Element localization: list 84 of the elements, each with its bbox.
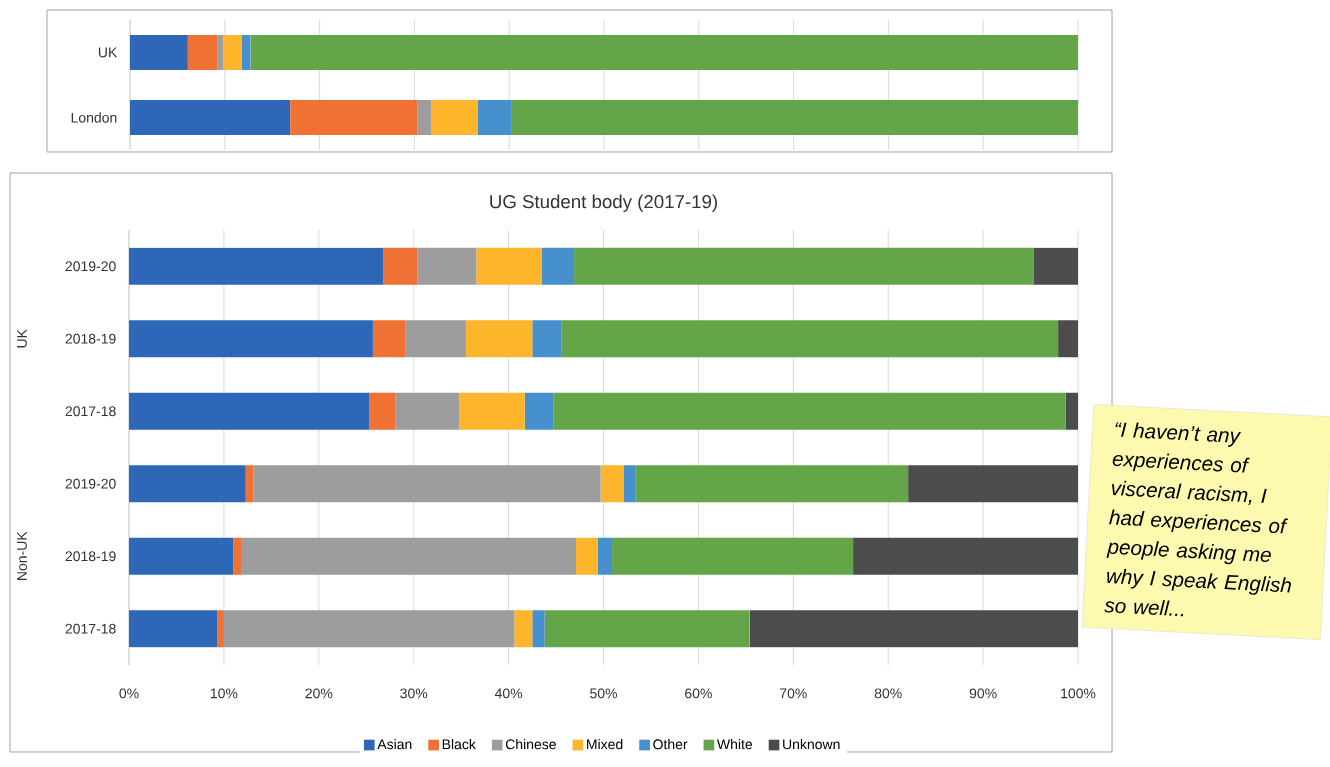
bar bbox=[222, 34, 242, 70]
bar bbox=[369, 392, 396, 430]
bar bbox=[477, 99, 512, 135]
x-tick-label: 70% bbox=[780, 688, 807, 699]
bar bbox=[129, 320, 373, 358]
x-tick-label: 100% bbox=[1061, 688, 1096, 699]
bar bbox=[612, 537, 854, 575]
bar bbox=[853, 537, 1079, 575]
bar bbox=[245, 465, 254, 503]
y-tick-label: UK bbox=[98, 47, 118, 58]
x-tick-label: 20% bbox=[305, 688, 333, 699]
bar bbox=[417, 247, 477, 285]
bar bbox=[1065, 392, 1079, 430]
bar bbox=[250, 34, 1079, 70]
bar bbox=[532, 610, 545, 648]
x-tick-label: 30% bbox=[400, 688, 428, 699]
bar bbox=[253, 465, 601, 503]
bar bbox=[129, 610, 218, 648]
chart-title: UG Student body (2017-19) bbox=[490, 194, 717, 212]
x-tick-label: 50% bbox=[590, 688, 618, 699]
bar bbox=[511, 99, 1079, 135]
legend-label: Mixed bbox=[587, 738, 623, 750]
bar bbox=[217, 34, 223, 70]
bar bbox=[417, 99, 432, 135]
bar bbox=[129, 465, 246, 503]
bar bbox=[553, 392, 1066, 430]
bar bbox=[233, 537, 241, 575]
legend-label: White bbox=[716, 738, 753, 750]
legend-label: Chinese bbox=[505, 738, 556, 750]
bar bbox=[431, 99, 478, 135]
bar bbox=[544, 610, 750, 648]
bar bbox=[130, 34, 188, 70]
y-tick-label: 2017-18 bbox=[65, 406, 116, 417]
bar bbox=[405, 320, 466, 358]
bar bbox=[217, 610, 224, 648]
x-tick-label: 60% bbox=[685, 688, 712, 699]
legend-label: Other bbox=[653, 738, 688, 750]
y-tick-label: 2018-19 bbox=[65, 551, 116, 562]
text: “I haven’t any experiences of visceral racism, I had experiences of people asking me why I speak English so well... bbox=[1104, 422, 1291, 617]
bar bbox=[130, 99, 291, 135]
legend-label: Asian bbox=[377, 738, 412, 750]
y-tick-label: 2019-20 bbox=[65, 478, 116, 489]
bar bbox=[541, 247, 575, 285]
legend-label: Unknown bbox=[783, 738, 840, 750]
legend-label: Black bbox=[442, 738, 476, 750]
bar bbox=[532, 320, 562, 358]
bar bbox=[223, 610, 515, 648]
x-tick-label: 90% bbox=[969, 688, 997, 699]
bar bbox=[561, 320, 1059, 358]
y-tick-label: 2017-18 bbox=[65, 623, 116, 634]
bar bbox=[240, 537, 576, 575]
x-tick-label: 40% bbox=[494, 688, 523, 699]
bar bbox=[383, 247, 418, 285]
text: Non-UK bbox=[17, 531, 27, 580]
text: UK bbox=[17, 329, 27, 348]
x-tick-label: 10% bbox=[210, 688, 238, 699]
bar bbox=[372, 320, 406, 358]
bar bbox=[600, 465, 624, 503]
bar bbox=[476, 247, 542, 285]
bar bbox=[908, 465, 1079, 503]
bar bbox=[129, 537, 234, 575]
y-tick-label: 2018-19 bbox=[65, 333, 116, 344]
bar bbox=[514, 610, 533, 648]
bar bbox=[749, 610, 1079, 648]
bar bbox=[1033, 247, 1079, 285]
y-tick-label: 2019-20 bbox=[65, 261, 116, 272]
bar bbox=[187, 34, 218, 70]
bar bbox=[1058, 320, 1079, 358]
bar bbox=[623, 465, 636, 503]
bar bbox=[574, 247, 1034, 285]
bar bbox=[597, 537, 613, 575]
bar bbox=[395, 392, 460, 430]
bar bbox=[241, 34, 251, 70]
x-tick-label: 0% bbox=[119, 688, 139, 699]
bar bbox=[290, 99, 418, 135]
y-tick-label: London bbox=[71, 112, 117, 123]
x-tick-label: 80% bbox=[874, 688, 902, 699]
bar bbox=[635, 465, 909, 503]
bar bbox=[459, 392, 525, 430]
bar bbox=[129, 247, 384, 285]
bar bbox=[524, 392, 554, 430]
bar bbox=[575, 537, 598, 575]
bar bbox=[129, 392, 370, 430]
bar bbox=[465, 320, 533, 358]
